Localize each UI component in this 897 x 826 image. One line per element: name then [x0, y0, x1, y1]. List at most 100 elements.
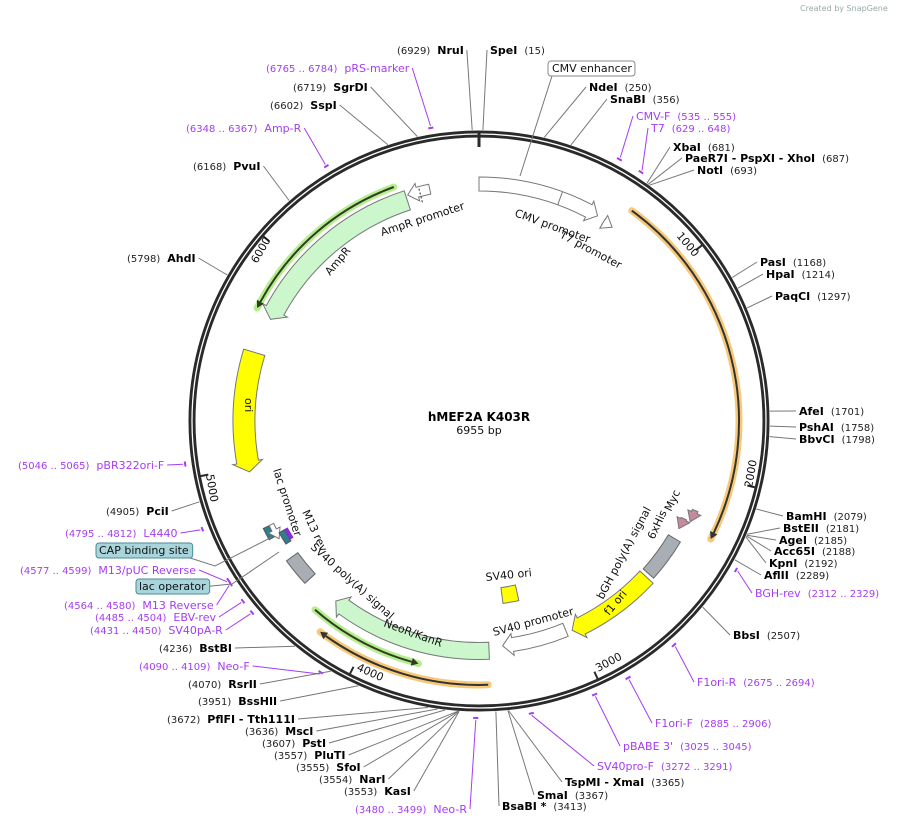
enzyme-site-ndei[interactable]: NdeI (250): [589, 81, 652, 94]
primer-f1ori-r[interactable]: F1ori-R (2675 .. 2694): [671, 642, 815, 689]
enzyme-site-pcii[interactable]: PciI (4905): [106, 505, 169, 518]
primer-name: EBV-rev: [173, 611, 216, 624]
enzyme-site-ahdi[interactable]: AhdI (5798): [127, 252, 196, 265]
primer-cmv-f[interactable]: CMV-F (535 .. 555): [616, 110, 736, 162]
ampr-orf-line[interactable]: [253, 183, 398, 312]
cut-position: (3554): [319, 775, 352, 786]
enzyme-site-msci[interactable]: MscI (3636): [245, 725, 313, 738]
primer-binding-mark: [591, 692, 598, 697]
primer-m13-puc-reverse[interactable]: M13/pUC Reverse (4577 .. 4599): [20, 564, 232, 584]
primer-neo-r[interactable]: Neo-R (3480 .. 3499): [355, 716, 479, 816]
enzyme-name: NdeI: [589, 81, 618, 94]
primer-t7[interactable]: T7 (629 .. 648): [638, 122, 731, 175]
callout-lac-operator[interactable]: lac operator: [135, 551, 280, 595]
enzyme-site-paqci[interactable]: PaqCI (1297): [775, 290, 851, 303]
enzyme-name: PluTI: [314, 749, 345, 762]
enzyme-site-pasi[interactable]: PasI (1168): [760, 256, 826, 269]
bgh-polya-signal[interactable]: [642, 534, 682, 579]
sv40-promoter-arrow[interactable]: [501, 622, 569, 657]
enzyme-site-pvui[interactable]: PvuI (6168): [193, 160, 260, 173]
enzyme-site-paer7i-pspxi-xhoi[interactable]: PaeR7I - PspXI - XhoI (687): [685, 152, 849, 165]
enzyme-name: XbaI: [673, 141, 701, 154]
leader-line: [297, 707, 429, 720]
enzyme-site-sspi[interactable]: SspI (6602): [270, 99, 337, 112]
enzyme-site-xbai[interactable]: XbaI (681): [673, 141, 735, 154]
enzyme-site-tspmi-xmai[interactable]: TspMI - XmaI (3365): [565, 776, 685, 789]
enzyme-site-kasi[interactable]: KasI (3553): [344, 785, 411, 798]
orange-orf-line-2[interactable]: [316, 628, 492, 689]
primer-pbr322ori-f[interactable]: pBR322ori-F (5046 .. 5065): [18, 459, 187, 472]
enzyme-name: PciI: [146, 505, 168, 518]
primer-name: F1ori-F: [655, 717, 693, 730]
hmef2a-orf-line[interactable]: [628, 207, 743, 543]
enzyme-site-nari[interactable]: NarI (3554): [319, 773, 385, 786]
sv40-ori-box[interactable]: [500, 584, 520, 604]
neo-kanr-arrow[interactable]: [335, 596, 490, 661]
enzyme-site-afei[interactable]: AfeI (1701): [799, 405, 864, 418]
enzyme-site-psti[interactable]: PstI (3607): [262, 737, 326, 750]
leader-line: [731, 261, 758, 278]
6xhis-arrow[interactable]: [676, 515, 691, 530]
enzyme-site-pluti[interactable]: PluTI (3557): [274, 749, 346, 762]
primer-neo-f[interactable]: Neo-F (4090 .. 4109): [139, 660, 324, 675]
leader-line: [647, 157, 683, 185]
cap-site-box[interactable]: [278, 529, 292, 545]
enzyme-site-bbsi[interactable]: BbsI (2507): [733, 629, 800, 642]
cap-binding-site-label: CAP binding site: [99, 544, 189, 557]
primer-sv40pa-r[interactable]: SV40pA-R (4431 .. 4450): [90, 609, 255, 637]
enzyme-site-pflfi-tth111i[interactable]: PflFI - Tth111I (3672): [167, 713, 295, 726]
enzyme-site-noti[interactable]: NotI (693): [697, 164, 757, 177]
ampr-arrow[interactable]: [261, 190, 412, 320]
sv40-polya-box[interactable]: [285, 552, 316, 585]
enzyme-site-bamhi[interactable]: BamHI (2079): [786, 510, 867, 523]
callout-cmv-enhancer[interactable]: CMV enhancer: [519, 60, 636, 177]
f1-ori-arrow[interactable]: [571, 570, 654, 639]
cut-position: (2507): [767, 631, 800, 642]
cmv-promoter-arrow[interactable]: [478, 176, 599, 222]
enzyme-site-aflii[interactable]: AflII (2289): [764, 569, 829, 582]
enzyme-site-bstbi[interactable]: BstBI (4236): [159, 642, 232, 655]
enzyme-site-sgrdi[interactable]: SgrDI (6719): [293, 81, 368, 94]
enzyme-name: PaqCI: [775, 290, 810, 303]
enzyme-site-kpni[interactable]: KpnI (2192): [769, 557, 838, 570]
enzyme-site-sfoi[interactable]: SfoI (3555): [296, 761, 361, 774]
primer-f1ori-f[interactable]: F1ori-F (2885 .. 2906): [625, 675, 772, 731]
primer-range: (6765 .. 6784): [266, 64, 338, 75]
enzyme-site-bbvci[interactable]: BbvCI (1798): [799, 433, 875, 446]
primer-pbabe-3[interactable]: pBABE 3' (3025 .. 3045): [591, 692, 752, 754]
enzyme-site-bsabi[interactable]: BsaBI * (3413): [502, 800, 587, 813]
enzyme-site-pshai[interactable]: PshAI (1758): [799, 421, 874, 434]
enzyme-site-spei[interactable]: SpeI (15): [490, 44, 545, 57]
primer-range: (2312 .. 2329): [808, 589, 880, 600]
primer-bgh-rev[interactable]: BGH-rev (2312 .. 2329): [733, 567, 880, 600]
primer-l4440[interactable]: L4440 (4795 .. 4812): [65, 526, 205, 540]
enzyme-site-bsshii[interactable]: BssHII (3951): [198, 695, 277, 708]
primer-prs-marker[interactable]: pRS-marker (6765 .. 6784): [266, 62, 434, 130]
ampr-promoter-arrow[interactable]: [406, 182, 432, 202]
cut-position: (6719): [293, 83, 326, 94]
tick-mark-1000: [695, 244, 703, 251]
primer-amp-r[interactable]: Amp-R (6348 .. 6367): [186, 122, 330, 169]
enzyme-site-rsrii[interactable]: RsrII (4070): [188, 678, 257, 691]
enzyme-site-acc65i[interactable]: Acc65I (2188): [774, 545, 855, 558]
callout-cap-binding-site[interactable]: CAP binding site: [95, 536, 273, 567]
enzyme-name: SgrDI: [333, 81, 367, 94]
enzyme-site-snabi[interactable]: SnaBI (356): [610, 93, 680, 106]
enzyme-site-hpai[interactable]: HpaI (1214): [766, 268, 835, 281]
snapgene-watermark: Created by SnapGene: [800, 4, 888, 13]
t7-promoter-arrow[interactable]: [598, 214, 613, 229]
enzyme-site-nrui[interactable]: NruI (6929): [397, 44, 464, 57]
neo-orf-line[interactable]: [311, 606, 422, 668]
primer-sv40pro-f[interactable]: SV40pro-F (3272 .. 3291): [528, 711, 733, 773]
m13-rev-box[interactable]: [284, 527, 294, 540]
myc-arrow[interactable]: [687, 508, 702, 523]
enzyme-site-smai[interactable]: SmaI (3367): [537, 789, 608, 802]
enzyme-site-bsteii[interactable]: BstEII (2181): [783, 522, 859, 535]
enzyme-site-agei[interactable]: AgeI (2185): [779, 534, 847, 547]
leader-line: [702, 606, 731, 636]
leader-line: [466, 49, 473, 131]
primer-binding-mark: [318, 670, 324, 675]
primer-name: Neo-R: [433, 803, 467, 816]
primer-ebv-rev[interactable]: EBV-rev (4485 .. 4504): [95, 598, 246, 624]
ori-arrow[interactable]: [231, 348, 266, 473]
